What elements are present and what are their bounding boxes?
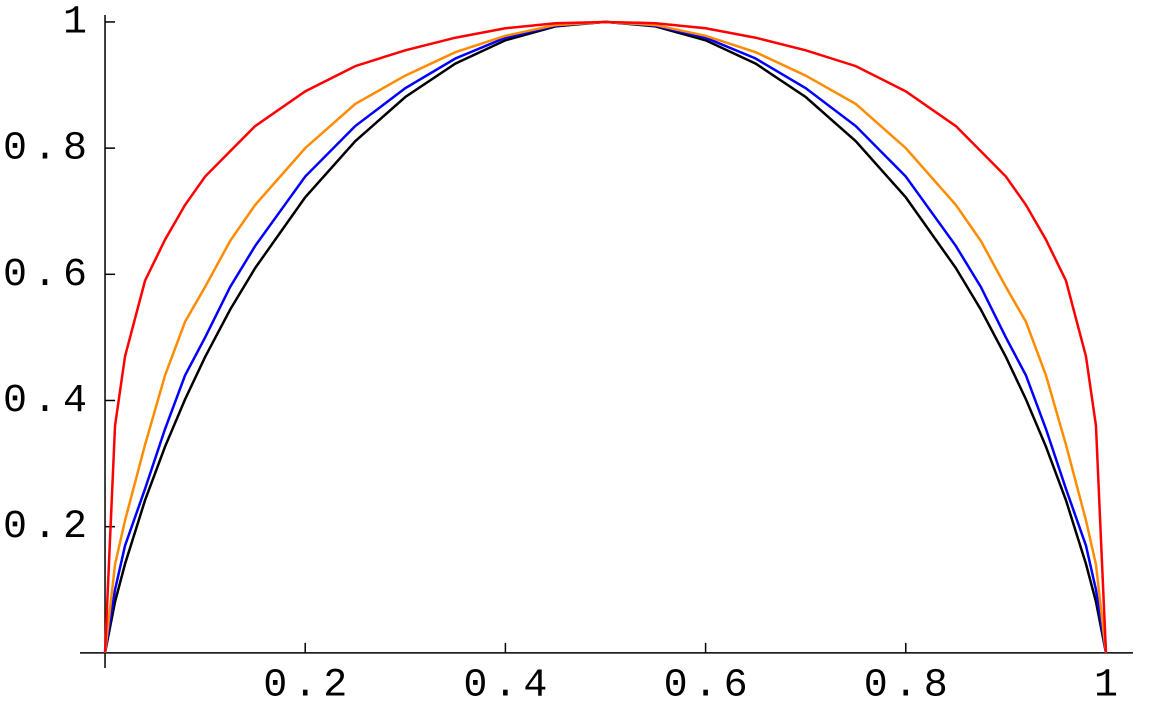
x-tick-label: 0.8 — [864, 663, 954, 708]
y-tick-label: 0.8 — [3, 127, 93, 172]
line — [103, 20, 1108, 654]
x-tick-label: 0.2 — [263, 663, 353, 708]
line — [103, 20, 1108, 653]
line — [103, 20, 1108, 654]
x-tick-label: 0.4 — [463, 663, 553, 708]
y-tick-label: 0.6 — [3, 253, 93, 298]
x-tick-label: 1 — [1094, 663, 1124, 708]
x-tick-label: 0.6 — [664, 663, 754, 708]
line — [103, 20, 1108, 654]
y-tick-label: 0.2 — [3, 505, 93, 550]
y-tick-label: 1 — [63, 1, 93, 46]
y-tick-label: 0.4 — [3, 379, 93, 424]
